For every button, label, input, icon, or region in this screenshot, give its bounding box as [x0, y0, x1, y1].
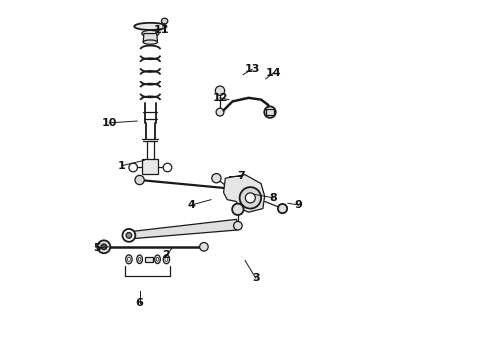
Circle shape — [199, 243, 208, 251]
Ellipse shape — [134, 23, 167, 30]
Circle shape — [163, 163, 172, 172]
Circle shape — [126, 233, 132, 238]
Ellipse shape — [163, 255, 170, 264]
Text: 1: 1 — [118, 161, 125, 171]
Ellipse shape — [142, 30, 159, 37]
Circle shape — [216, 108, 224, 116]
Ellipse shape — [155, 255, 160, 264]
Text: 2: 2 — [163, 250, 171, 260]
Circle shape — [135, 175, 144, 185]
Text: 7: 7 — [238, 171, 245, 181]
Text: 13: 13 — [245, 64, 260, 74]
Ellipse shape — [126, 255, 132, 264]
Bar — [143, 159, 158, 174]
Bar — [145, 257, 153, 262]
Text: 12: 12 — [212, 93, 228, 103]
Text: 11: 11 — [153, 25, 169, 35]
Circle shape — [230, 185, 238, 193]
Ellipse shape — [137, 255, 143, 264]
Circle shape — [264, 107, 276, 118]
Text: 3: 3 — [252, 273, 260, 283]
Polygon shape — [223, 175, 265, 212]
Circle shape — [122, 229, 135, 242]
Ellipse shape — [161, 18, 168, 24]
Text: 14: 14 — [266, 68, 281, 78]
Ellipse shape — [156, 257, 159, 261]
Circle shape — [234, 221, 242, 230]
Ellipse shape — [127, 257, 130, 261]
Circle shape — [101, 244, 107, 249]
Text: 10: 10 — [101, 118, 117, 128]
Ellipse shape — [138, 257, 141, 261]
Circle shape — [240, 187, 261, 208]
Ellipse shape — [143, 40, 157, 44]
Text: 5: 5 — [93, 243, 100, 253]
Polygon shape — [128, 219, 238, 239]
Circle shape — [129, 163, 138, 172]
Ellipse shape — [165, 257, 168, 261]
Text: 8: 8 — [270, 193, 277, 203]
Circle shape — [245, 193, 255, 203]
Text: 4: 4 — [188, 200, 196, 210]
Bar — [267, 109, 273, 115]
Circle shape — [212, 174, 221, 183]
Text: 9: 9 — [294, 200, 302, 210]
Circle shape — [232, 203, 244, 215]
Text: 6: 6 — [136, 298, 144, 308]
Circle shape — [278, 204, 287, 213]
Polygon shape — [143, 33, 157, 42]
Circle shape — [215, 86, 224, 95]
Circle shape — [98, 240, 110, 253]
